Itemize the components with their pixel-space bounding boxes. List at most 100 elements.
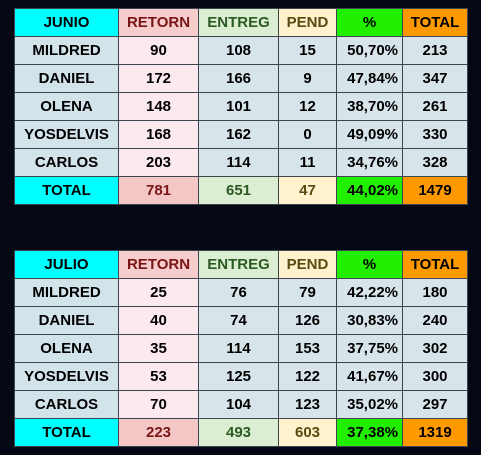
retorn-cell[interactable]: 172 [118,64,199,93]
retorn-cell[interactable]: 90 [118,36,199,65]
pct-cell[interactable]: 35,02% [336,390,403,419]
pct-total-cell[interactable]: 44,02% [336,176,403,205]
employee-name-cell[interactable]: CARLOS [14,390,119,419]
total-cell[interactable]: 213 [402,36,468,65]
retorn-cell[interactable]: 53 [118,362,199,391]
grand-total-cell[interactable]: 1479 [402,176,468,205]
pend-header[interactable]: PEND [278,8,337,37]
total-cell[interactable]: 261 [402,92,468,121]
employee-name-cell[interactable]: YOSDELVIS [14,362,119,391]
entreg-cell[interactable]: 108 [198,36,279,65]
total-cell[interactable]: 328 [402,148,468,177]
total-cell[interactable]: 297 [402,390,468,419]
pend-cell[interactable]: 126 [278,306,337,335]
total-cell[interactable]: 302 [402,334,468,363]
header-row: JULIO RETORN ENTREG PEND % TOTAL [14,250,468,279]
entreg-cell[interactable]: 104 [198,390,279,419]
pct-header[interactable]: % [336,8,403,37]
pend-total-cell[interactable]: 603 [278,418,337,447]
entreg-cell[interactable]: 114 [198,334,279,363]
totals-row: TOTAL 781 651 47 44,02% 1479 [14,176,468,205]
pend-cell[interactable]: 11 [278,148,337,177]
entreg-cell[interactable]: 101 [198,92,279,121]
header-row: JUNIO RETORN ENTREG PEND % TOTAL [14,8,468,37]
entreg-cell[interactable]: 166 [198,64,279,93]
month-header[interactable]: JUNIO [14,8,119,37]
totals-label-cell[interactable]: TOTAL [14,418,119,447]
pct-cell[interactable]: 49,09% [336,120,403,149]
table-row: MILDRED 90 108 15 50,70% 213 [14,36,468,65]
pct-cell[interactable]: 38,70% [336,92,403,121]
pend-cell[interactable]: 153 [278,334,337,363]
pend-cell[interactable]: 0 [278,120,337,149]
pct-cell[interactable]: 34,76% [336,148,403,177]
retorn-total-cell[interactable]: 781 [118,176,199,205]
table-row: DANIEL 172 166 9 47,84% 347 [14,64,468,93]
pct-cell[interactable]: 41,67% [336,362,403,391]
entreg-cell[interactable]: 162 [198,120,279,149]
table-row: DANIEL 40 74 126 30,83% 240 [14,306,468,335]
total-cell[interactable]: 330 [402,120,468,149]
entreg-cell[interactable]: 114 [198,148,279,177]
totals-label-cell[interactable]: TOTAL [14,176,119,205]
employee-name-cell[interactable]: OLENA [14,334,119,363]
employee-name-cell[interactable]: MILDRED [14,36,119,65]
pend-cell[interactable]: 122 [278,362,337,391]
retorn-cell[interactable]: 70 [118,390,199,419]
pend-cell[interactable]: 9 [278,64,337,93]
total-cell[interactable]: 240 [402,306,468,335]
employee-name-cell[interactable]: MILDRED [14,278,119,307]
table-row: OLENA 148 101 12 38,70% 261 [14,92,468,121]
retorn-cell[interactable]: 40 [118,306,199,335]
table-row: YOSDELVIS 53 125 122 41,67% 300 [14,362,468,391]
table-row: MILDRED 25 76 79 42,22% 180 [14,278,468,307]
entreg-total-cell[interactable]: 651 [198,176,279,205]
table-row: YOSDELVIS 168 162 0 49,09% 330 [14,120,468,149]
pend-cell[interactable]: 15 [278,36,337,65]
retorn-cell[interactable]: 25 [118,278,199,307]
entreg-total-cell[interactable]: 493 [198,418,279,447]
pend-cell[interactable]: 79 [278,278,337,307]
total-cell[interactable]: 180 [402,278,468,307]
table-row: CARLOS 203 114 11 34,76% 328 [14,148,468,177]
total-header[interactable]: TOTAL [402,8,468,37]
total-header[interactable]: TOTAL [402,250,468,279]
pct-cell[interactable]: 30,83% [336,306,403,335]
retorn-cell[interactable]: 35 [118,334,199,363]
employee-name-cell[interactable]: YOSDELVIS [14,120,119,149]
retorn-cell[interactable]: 148 [118,92,199,121]
entreg-cell[interactable]: 74 [198,306,279,335]
pct-cell[interactable]: 47,84% [336,64,403,93]
pct-total-cell[interactable]: 37,38% [336,418,403,447]
pend-total-cell[interactable]: 47 [278,176,337,205]
entreg-header[interactable]: ENTREG [198,8,279,37]
employee-name-cell[interactable]: CARLOS [14,148,119,177]
pct-header[interactable]: % [336,250,403,279]
retorn-header[interactable]: RETORN [118,8,199,37]
employee-name-cell[interactable]: DANIEL [14,64,119,93]
pend-cell[interactable]: 12 [278,92,337,121]
entreg-cell[interactable]: 76 [198,278,279,307]
total-cell[interactable]: 300 [402,362,468,391]
entreg-cell[interactable]: 125 [198,362,279,391]
employee-name-cell[interactable]: DANIEL [14,306,119,335]
table-junio: JUNIO RETORN ENTREG PEND % TOTAL MILDRED… [14,8,468,205]
pct-cell[interactable]: 50,70% [336,36,403,65]
retorn-header[interactable]: RETORN [118,250,199,279]
retorn-cell[interactable]: 168 [118,120,199,149]
table-row: CARLOS 70 104 123 35,02% 297 [14,390,468,419]
pct-cell[interactable]: 42,22% [336,278,403,307]
retorn-total-cell[interactable]: 223 [118,418,199,447]
grand-total-cell[interactable]: 1319 [402,418,468,447]
pend-cell[interactable]: 123 [278,390,337,419]
retorn-cell[interactable]: 203 [118,148,199,177]
pend-header[interactable]: PEND [278,250,337,279]
pct-cell[interactable]: 37,75% [336,334,403,363]
totals-row: TOTAL 223 493 603 37,38% 1319 [14,418,468,447]
month-header[interactable]: JULIO [14,250,119,279]
table-row: OLENA 35 114 153 37,75% 302 [14,334,468,363]
employee-name-cell[interactable]: OLENA [14,92,119,121]
table-julio: JULIO RETORN ENTREG PEND % TOTAL MILDRED… [14,250,468,447]
total-cell[interactable]: 347 [402,64,468,93]
entreg-header[interactable]: ENTREG [198,250,279,279]
